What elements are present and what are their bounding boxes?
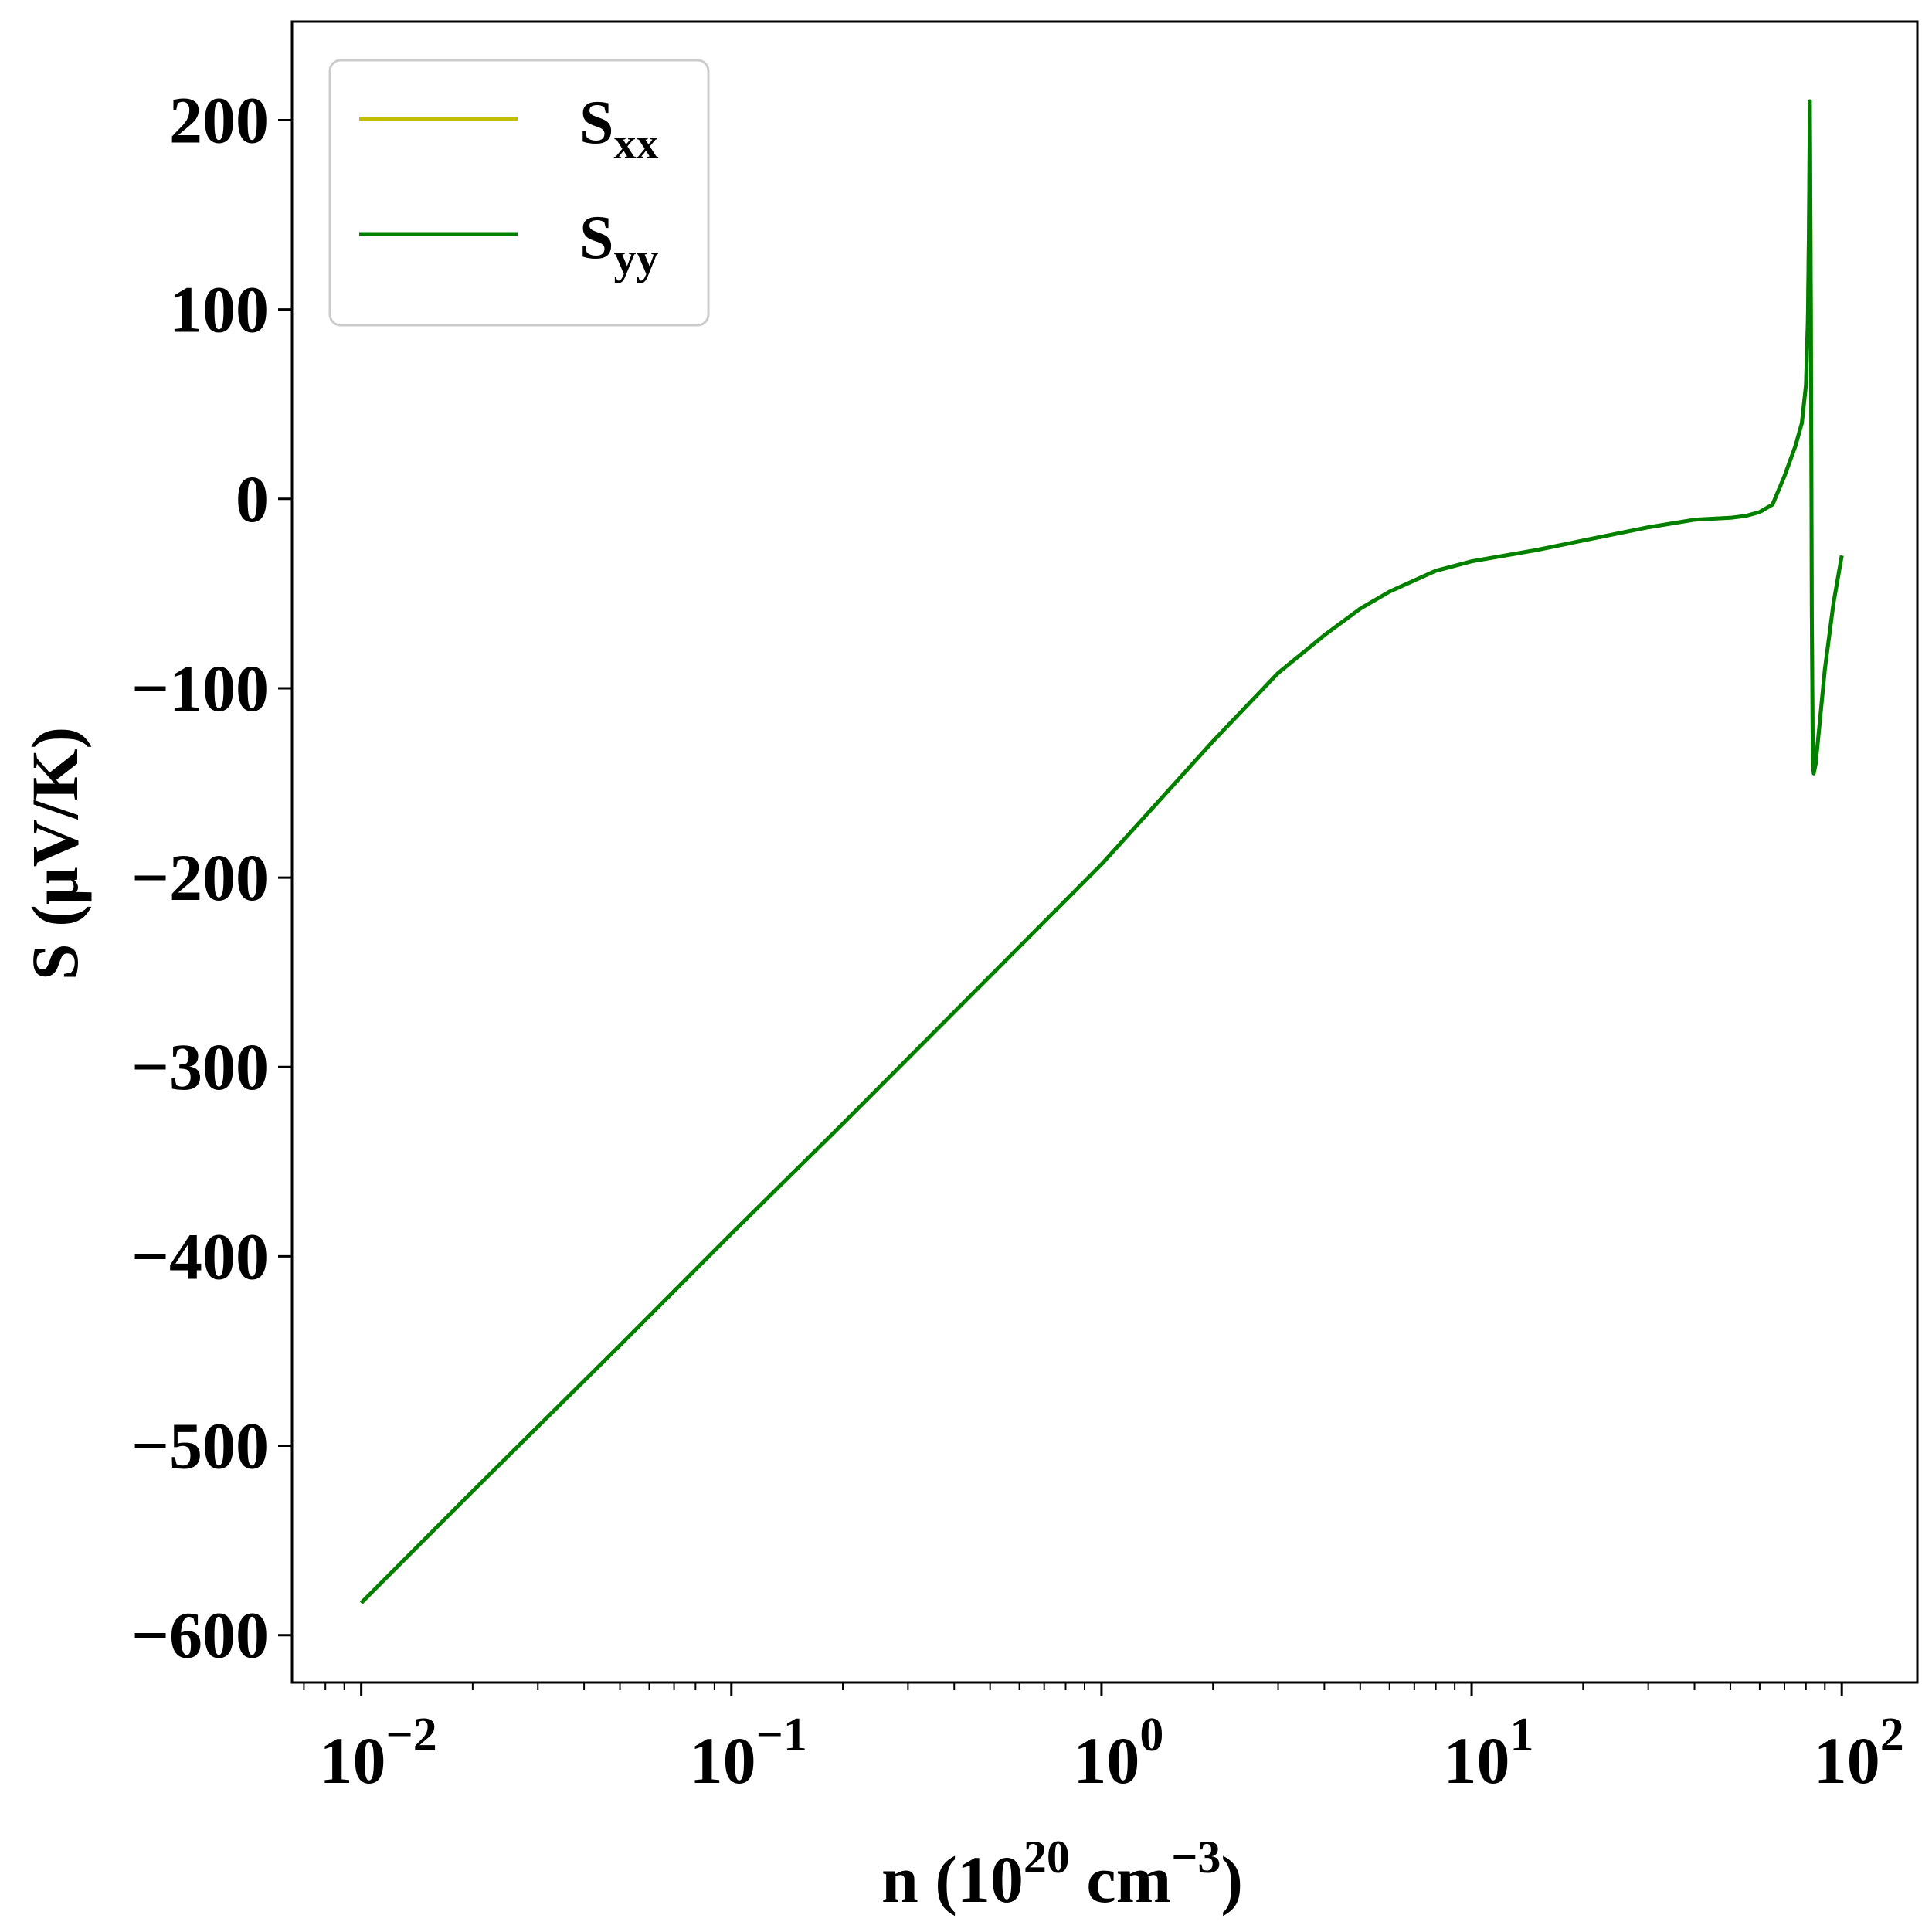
y-tick-label: 0 — [236, 462, 269, 536]
y-tick-label: −200 — [131, 840, 269, 915]
x-axis-label-exp1: 20 — [1024, 1832, 1070, 1883]
legend: Sxx Syy — [328, 59, 710, 327]
x-tick-label: 10−1 — [690, 1709, 807, 1798]
y-tick-label: 100 — [169, 273, 269, 347]
y-tick-label: −300 — [131, 1030, 269, 1104]
x-axis-label-unit: cm — [1070, 1842, 1171, 1917]
x-tick-label-exp: 0 — [1139, 1709, 1163, 1761]
series-line-yy — [359, 99, 1844, 1604]
x-tick-label-base: 10 — [1814, 1723, 1880, 1798]
x-axis-label: n (1020 cm−3) — [881, 1832, 1243, 1917]
x-tick-label-base: 10 — [690, 1723, 756, 1798]
plot-lines — [359, 99, 1844, 1604]
x-axis-label-end: ) — [1221, 1842, 1243, 1917]
x-tick-label-base: 10 — [319, 1723, 385, 1798]
y-tick-label: −400 — [131, 1219, 269, 1293]
legend-label-sxx-main: S — [579, 89, 614, 157]
y-axis-ticks: 200 100 0 −100 −200 −300 −400 −500 −600 — [131, 83, 292, 1672]
x-axis-ticks: 10−2 10−1 100 101 102 — [303, 1682, 1904, 1798]
x-tick-label: 10−2 — [319, 1709, 436, 1798]
legend-box — [328, 59, 710, 327]
plot-frame — [290, 20, 1919, 1684]
x-axis-label-exp2: −3 — [1171, 1832, 1221, 1883]
y-tick-label: −500 — [131, 1409, 269, 1483]
x-tick-label-exp: −1 — [756, 1709, 807, 1761]
y-tick-label: 200 — [169, 83, 269, 157]
legend-label-syy-main: S — [579, 204, 614, 272]
x-tick-label-exp: 2 — [1880, 1709, 1904, 1761]
x-tick-label-base: 10 — [1444, 1723, 1510, 1798]
legend-label-sxx-sub: xx — [614, 118, 659, 168]
x-tick-label-exp: −2 — [385, 1709, 436, 1761]
x-tick-label-exp: 1 — [1510, 1709, 1534, 1761]
x-tick-label: 102 — [1814, 1709, 1904, 1798]
x-tick-label: 101 — [1444, 1709, 1534, 1798]
legend-label-syy: Syy — [579, 204, 659, 283]
legend-label-syy-sub: yy — [614, 233, 659, 283]
legend-label-sxx: Sxx — [579, 89, 659, 168]
y-tick-label: −600 — [131, 1598, 269, 1672]
y-axis-label: S (μV/K) — [18, 727, 92, 980]
y-tick-label: −100 — [131, 651, 269, 725]
x-axis-label-base: n (10 — [881, 1842, 1024, 1917]
x-tick-label-base: 10 — [1073, 1723, 1139, 1798]
x-tick-label: 100 — [1073, 1709, 1163, 1798]
